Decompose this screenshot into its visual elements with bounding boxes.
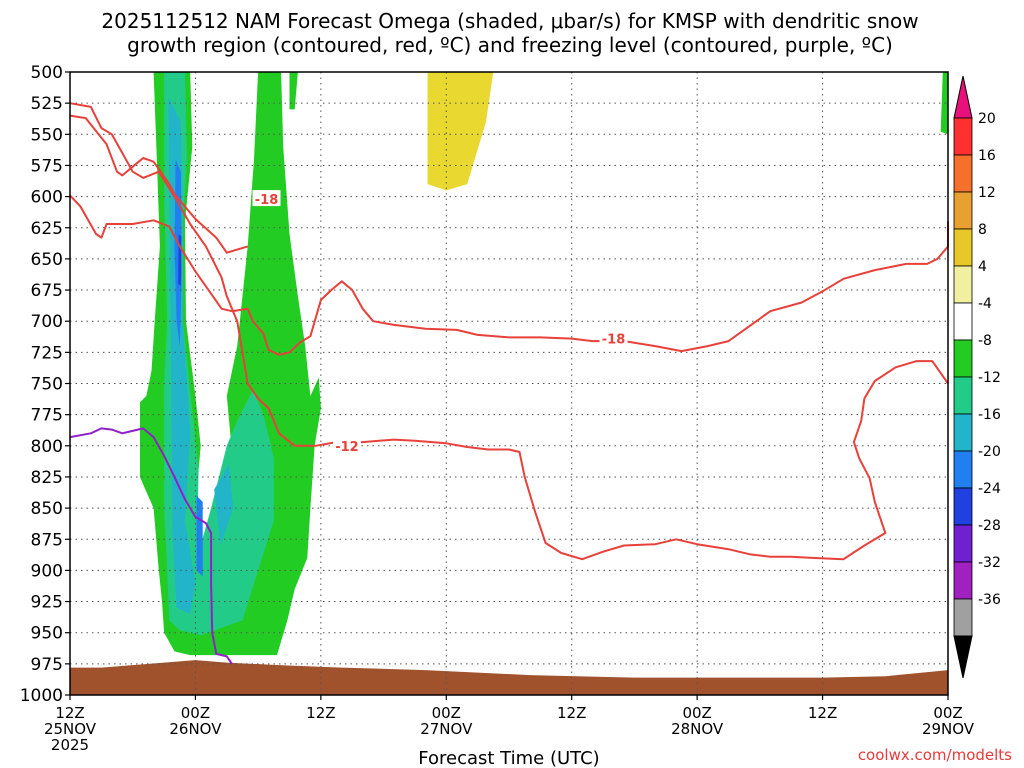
y-tick-label: 725 bbox=[31, 343, 63, 363]
x-tick-label: 2025 bbox=[51, 736, 89, 754]
y-axis: 500 525 550 575 600 625 650 675 700 725 750 775 800 8… bbox=[20, 63, 70, 706]
y-tick-label: 550 bbox=[31, 125, 63, 145]
x-tick-label: 12Z bbox=[306, 704, 335, 722]
x-tick-label: 12Z bbox=[557, 704, 586, 722]
colorbar-tick-label: -8 bbox=[978, 333, 992, 349]
colorbar-swatch bbox=[953, 598, 973, 637]
y-tick-label: 525 bbox=[31, 94, 63, 114]
y-tick-label: 675 bbox=[31, 281, 63, 301]
y-tick-label: 825 bbox=[31, 468, 63, 488]
colorbar-swatch bbox=[953, 228, 973, 267]
y-tick-label: 1000 bbox=[20, 686, 63, 706]
colorbar-swatch bbox=[953, 450, 973, 489]
x-tick-label: 29NOV bbox=[922, 720, 975, 738]
colorbar-tick-label: -32 bbox=[978, 555, 1001, 571]
colorbar-swatch bbox=[953, 339, 973, 378]
x-axis-label: Forecast Time (UTC) bbox=[418, 748, 599, 768]
omega-blue-lower bbox=[196, 495, 203, 577]
colorbar-tick-label: 8 bbox=[978, 222, 987, 238]
terrain-fill bbox=[70, 660, 948, 695]
omega-dark-blue-streak bbox=[178, 234, 182, 287]
dgz-contour-18-lower-label: -18 bbox=[602, 333, 626, 348]
x-tick-label: 25NOV bbox=[44, 720, 97, 738]
y-tick-label: 775 bbox=[31, 406, 63, 426]
chart-title-line-1: 2025112512 NAM Forecast Omega (shaded, μ… bbox=[101, 9, 918, 33]
y-tick-label: 575 bbox=[31, 156, 63, 176]
colorbar-swatch bbox=[953, 154, 973, 193]
x-tick-label: 00Z bbox=[432, 704, 461, 722]
omega-green-edge bbox=[940, 72, 948, 135]
omega-cyan-lower bbox=[214, 464, 234, 546]
x-tick-label: 26NOV bbox=[169, 720, 222, 738]
x-tick-label: 00Z bbox=[682, 704, 711, 722]
colorbar-tick-label: 4 bbox=[978, 259, 987, 275]
dgz-contour-18-upper bbox=[69, 114, 248, 254]
omega-green-sliver bbox=[289, 72, 298, 110]
y-tick-label: 900 bbox=[31, 561, 63, 581]
y-tick-label: 625 bbox=[31, 219, 63, 239]
y-tick-label: 950 bbox=[31, 624, 63, 644]
dgz-contour-12-label: -12 bbox=[335, 440, 359, 455]
colorbar-swatch bbox=[953, 191, 973, 230]
dgz-contour-18-lower-label-bg bbox=[599, 329, 628, 346]
colorbar-tick-label: -36 bbox=[978, 592, 1001, 608]
x-tick-label: 12Z bbox=[808, 704, 837, 722]
colorbar-tick-label: -4 bbox=[978, 296, 992, 312]
y-tick-label: 875 bbox=[31, 530, 63, 550]
colorbar-swatch bbox=[953, 561, 973, 600]
dgz-contour-12-label-bg bbox=[332, 436, 361, 453]
colorbar-tick-label: -12 bbox=[978, 370, 1001, 386]
colorbar-tick-label: 12 bbox=[978, 185, 996, 201]
colorbar-bottom-arrow bbox=[953, 635, 973, 679]
omega-teal-core bbox=[164, 72, 274, 636]
dgz-contour-18-upper-label-bg bbox=[252, 190, 281, 207]
dgz-contour-12 bbox=[69, 102, 949, 561]
terrain-layer bbox=[70, 660, 948, 695]
colorbar-swatch bbox=[953, 376, 973, 415]
colorbar-swatch bbox=[953, 524, 973, 563]
colorbar: 20 16 12 8 4 -4 -8 -12 -16 -20 -24 -28 -32 -36 bbox=[953, 75, 1001, 679]
y-tick-label: 800 bbox=[31, 437, 63, 457]
contour-layer: -18 -18 -12 bbox=[69, 102, 949, 665]
chart-title-line-2: growth region (contoured, red, ºC) and f… bbox=[127, 33, 893, 57]
colorbar-top-arrow bbox=[953, 75, 973, 119]
y-tick-label: 850 bbox=[31, 499, 63, 519]
colorbar-tick-label: -24 bbox=[978, 481, 1001, 497]
y-tick-label: 650 bbox=[31, 250, 63, 270]
grid-lines bbox=[70, 72, 948, 695]
y-tick-label: 600 bbox=[31, 188, 63, 208]
colorbar-tick-label: -20 bbox=[978, 444, 1001, 460]
y-tick-label: 925 bbox=[31, 593, 63, 613]
colorbar-swatch bbox=[953, 413, 973, 452]
x-tick-label: 00Z bbox=[933, 704, 962, 722]
credit-text: coolwx.com/modelts bbox=[858, 746, 1012, 764]
colorbar-tick-label: -16 bbox=[978, 407, 1001, 423]
chart-title: 2025112512 NAM Forecast Omega (shaded, μ… bbox=[101, 9, 918, 57]
x-tick-label: 27NOV bbox=[420, 720, 473, 738]
y-tick-label: 750 bbox=[31, 375, 63, 395]
x-tick-label: 12Z bbox=[55, 704, 84, 722]
y-tick-label: 500 bbox=[31, 63, 63, 83]
colorbar-swatch bbox=[953, 117, 973, 156]
x-tick-label: 28NOV bbox=[671, 720, 724, 738]
freezing-level-contour bbox=[69, 427, 233, 665]
omega-shading bbox=[140, 72, 948, 656]
x-tick-label: 00Z bbox=[181, 704, 210, 722]
y-tick-label: 975 bbox=[31, 655, 63, 675]
y-tick-label: 700 bbox=[31, 312, 63, 332]
colorbar-swatch bbox=[953, 265, 973, 304]
colorbar-swatch bbox=[953, 487, 973, 526]
colorbar-tick-label: 20 bbox=[978, 111, 996, 127]
dgz-contour-18-upper-label: -18 bbox=[255, 193, 279, 208]
colorbar-tick-label: -28 bbox=[978, 518, 1001, 534]
omega-yellow-patch bbox=[427, 72, 494, 191]
colorbar-swatch bbox=[953, 302, 973, 341]
dgz-contour-18-lower bbox=[69, 194, 949, 356]
colorbar-tick-label: 16 bbox=[978, 148, 996, 164]
